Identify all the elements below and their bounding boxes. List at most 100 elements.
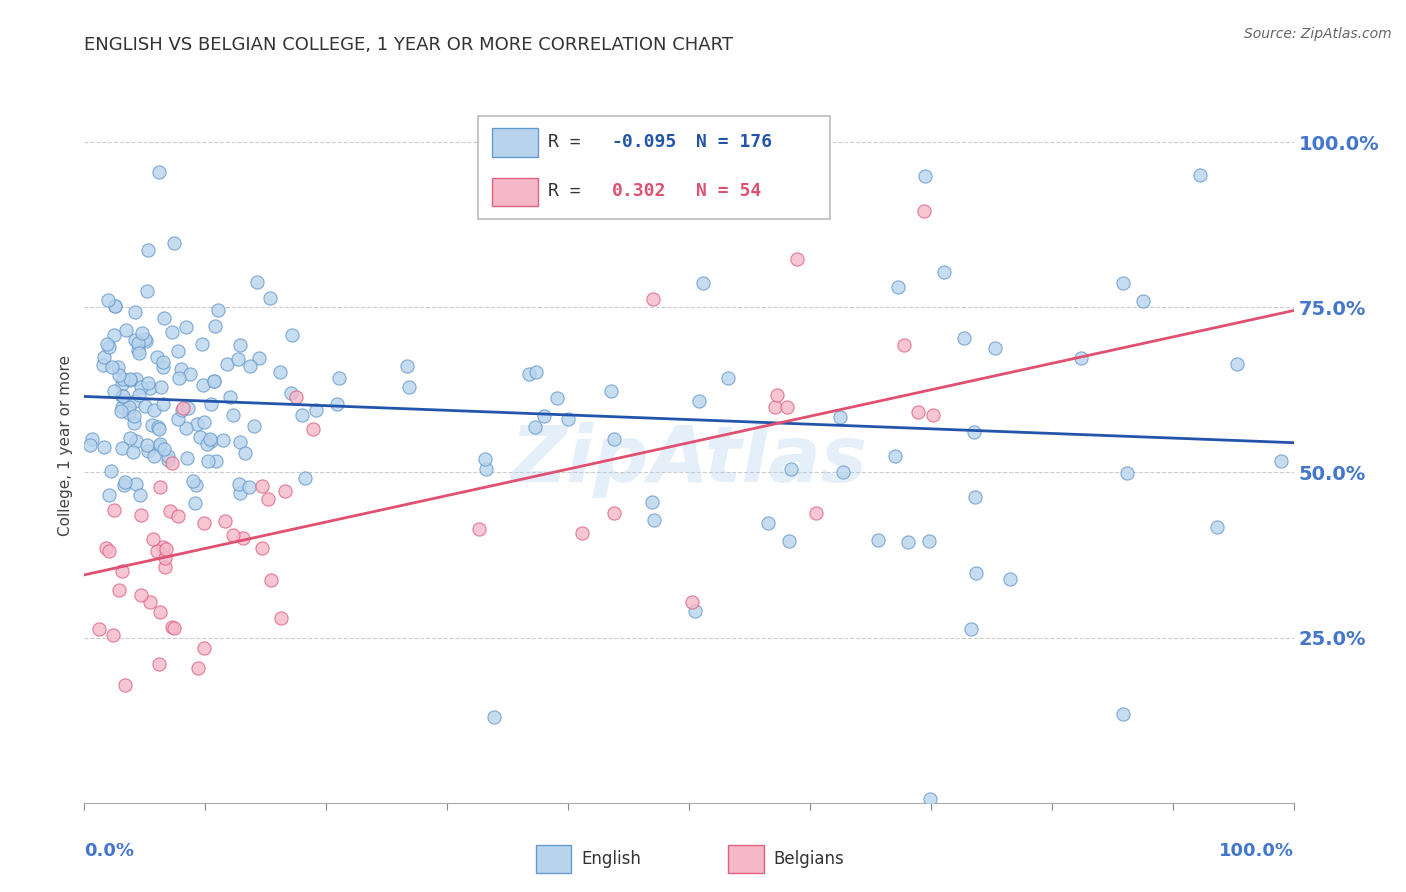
Point xyxy=(118,400,141,414)
Point xyxy=(692,276,714,290)
Point xyxy=(197,454,219,468)
Point xyxy=(395,359,418,373)
Point xyxy=(174,320,197,334)
Point xyxy=(134,332,156,346)
Point xyxy=(120,372,142,386)
Point xyxy=(174,420,197,434)
Point xyxy=(1206,520,1229,534)
Point xyxy=(125,434,148,448)
Point xyxy=(146,420,169,434)
Point xyxy=(274,484,297,499)
Point xyxy=(252,541,274,555)
Point xyxy=(103,384,125,398)
Point xyxy=(124,305,146,319)
Point xyxy=(128,388,150,402)
Point xyxy=(294,471,316,485)
Point xyxy=(128,345,150,359)
Point xyxy=(195,437,218,451)
Point xyxy=(142,532,165,546)
Point xyxy=(149,605,172,619)
Point xyxy=(112,389,135,403)
Bar xyxy=(728,845,763,872)
Point xyxy=(107,583,129,598)
Point xyxy=(152,540,174,554)
Point xyxy=(145,543,167,558)
Point xyxy=(1270,454,1292,468)
Point xyxy=(93,351,115,365)
Point xyxy=(104,299,127,313)
Text: Belgians: Belgians xyxy=(773,849,845,868)
Point xyxy=(217,357,239,371)
Point xyxy=(163,621,186,635)
Point xyxy=(1000,572,1022,586)
Text: ENGLISH VS BELGIAN COLLEGE, 1 YEAR OR MORE CORRELATION CHART: ENGLISH VS BELGIAN COLLEGE, 1 YEAR OR MO… xyxy=(84,36,734,54)
Point xyxy=(260,574,283,588)
Point xyxy=(160,325,183,339)
Point xyxy=(302,422,325,436)
Point xyxy=(962,425,984,439)
Point xyxy=(104,299,127,313)
Point xyxy=(200,434,222,449)
Point xyxy=(689,393,711,408)
Text: 0.302: 0.302 xyxy=(612,182,666,201)
Point xyxy=(111,564,134,578)
Point xyxy=(149,480,172,494)
Point xyxy=(111,376,134,391)
Point xyxy=(304,403,326,417)
Bar xyxy=(536,845,571,872)
Point xyxy=(280,327,302,342)
Point xyxy=(557,412,579,426)
Point xyxy=(786,252,808,267)
Point xyxy=(1132,294,1154,309)
Point xyxy=(257,491,280,506)
Y-axis label: College, 1 year or more: College, 1 year or more xyxy=(58,356,73,536)
Point xyxy=(523,419,546,434)
Point xyxy=(155,560,177,574)
Point xyxy=(1070,351,1092,365)
Point xyxy=(717,370,740,384)
Point xyxy=(111,400,134,414)
Point xyxy=(202,374,225,388)
Point xyxy=(284,390,307,404)
Point xyxy=(187,661,209,675)
Point xyxy=(152,397,174,411)
Point xyxy=(765,400,787,414)
Point xyxy=(163,236,186,251)
Point xyxy=(202,375,225,389)
Point xyxy=(121,445,143,459)
Text: Source: ZipAtlas.com: Source: ZipAtlas.com xyxy=(1244,27,1392,41)
Point xyxy=(641,494,664,508)
Point xyxy=(100,464,122,478)
Point xyxy=(143,403,166,417)
Point xyxy=(831,465,853,479)
Point xyxy=(167,344,190,359)
Point xyxy=(603,507,626,521)
Point xyxy=(79,438,101,452)
Point xyxy=(138,595,160,609)
Point xyxy=(87,622,110,636)
Point xyxy=(683,604,706,618)
Point xyxy=(468,522,491,536)
Point xyxy=(219,391,242,405)
FancyBboxPatch shape xyxy=(478,116,830,219)
Point xyxy=(136,444,159,458)
Point xyxy=(914,204,936,219)
Point xyxy=(103,502,125,516)
Point xyxy=(681,595,703,609)
Point xyxy=(204,454,226,468)
Point xyxy=(603,432,626,446)
Point xyxy=(828,409,851,424)
Point xyxy=(1116,467,1139,481)
Point xyxy=(111,389,134,403)
Point xyxy=(166,509,188,524)
Text: 0.0%: 0.0% xyxy=(84,842,135,860)
Point xyxy=(131,326,153,341)
Point xyxy=(918,533,941,548)
Point xyxy=(103,327,125,342)
Bar xyxy=(492,128,538,157)
Point xyxy=(228,477,250,491)
Point xyxy=(641,292,664,306)
Point xyxy=(229,485,252,500)
Point xyxy=(907,405,929,419)
Point xyxy=(524,365,547,379)
